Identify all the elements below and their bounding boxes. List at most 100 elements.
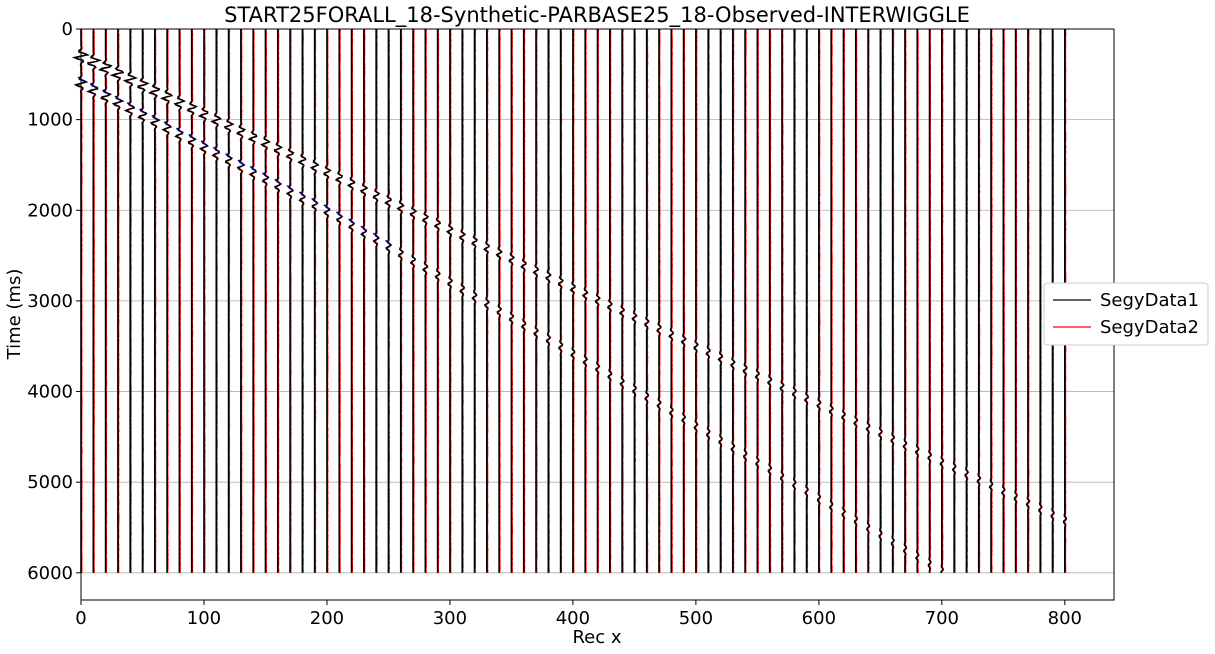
x-axis-title: Rec x	[572, 627, 621, 648]
trace-SegyData1-x440	[618, 29, 625, 573]
trace-SegyData1-x760	[1013, 29, 1018, 573]
trace-SegyData1-x50	[137, 29, 150, 573]
x-axis-ticks: 0 100 200 300 400 500 600 700 800	[75, 600, 1082, 629]
trace-SegyData2-x500	[694, 28, 699, 573]
trace-SegyData1-x260	[396, 29, 405, 573]
y-tick-label-5000: 5000	[27, 472, 73, 493]
trace-SegyData1-x560	[766, 29, 773, 573]
trace-SegyData1-x270	[409, 29, 418, 573]
trace-SegyData2-x40	[125, 28, 137, 573]
trace-SegyData1-x140	[247, 29, 258, 573]
trace-SegyData1-x410	[581, 29, 589, 573]
trace-SegyData1-x350	[508, 29, 515, 573]
trace-SegyData2-x20	[101, 28, 112, 573]
trace-SegyData2-x240	[374, 28, 380, 573]
blue-accent-x10	[89, 82, 97, 89]
x-tick-label-700: 700	[925, 608, 959, 629]
trace-SegyData2-x430	[608, 28, 613, 573]
x-tick-label-100: 100	[187, 608, 221, 629]
trace-SegyData2-x220	[349, 28, 356, 573]
trace-SegyData1-x230	[359, 29, 369, 573]
blue-accent-x60	[151, 114, 159, 121]
blue-accent-x180	[298, 191, 306, 198]
trace-SegyData1-x720	[964, 29, 969, 573]
y-tick-label-3000: 3000	[27, 291, 73, 312]
trace-SegyData1-x420	[594, 29, 601, 573]
series-SegyData1	[71, 29, 1068, 574]
trace-SegyData1-x400	[569, 29, 576, 573]
chart-title: START25FORALL_18-Synthetic-PARBASE25_18-…	[224, 3, 970, 28]
trace-SegyData2-x380	[547, 28, 552, 573]
trace-SegyData1-x210	[334, 29, 344, 573]
trace-SegyData2-x180	[299, 28, 306, 573]
trace-SegyData2-x370	[534, 28, 539, 573]
blue-accent-x50	[139, 108, 146, 115]
trace-SegyData2-x590	[805, 28, 810, 573]
trace-SegyData1-x470	[656, 29, 662, 573]
blue-accent-x240	[372, 232, 380, 239]
trace-SegyData1-x370	[532, 29, 540, 573]
trace-SegyData1-x490	[680, 29, 687, 573]
trace-SegyData1-x530	[730, 29, 736, 573]
blue-accent-x30	[114, 95, 122, 102]
trace-SegyData1-x120	[223, 29, 235, 573]
x-tick-label-300: 300	[433, 608, 467, 629]
y-tick-label-4000: 4000	[27, 382, 73, 403]
trace-SegyData1-x90	[186, 29, 198, 573]
trace-SegyData1-x380	[545, 29, 552, 573]
blue-accent-x200	[323, 204, 331, 210]
trace-SegyData1-x30	[109, 29, 125, 573]
trace-SegyData1-x510	[705, 29, 711, 573]
blue-accent-x90	[188, 133, 196, 140]
trace-SegyData2-x670	[904, 28, 908, 573]
blue-accent-x110	[212, 146, 220, 153]
y-tick-label-6000: 6000	[27, 563, 73, 584]
trace-SegyData1-x70	[159, 29, 174, 573]
trace-SegyData1-x20	[98, 29, 113, 573]
y-axis-title: Time (ms)	[4, 269, 25, 361]
trace-SegyData1-x80	[173, 29, 187, 573]
y-tick-label-0: 0	[62, 19, 73, 40]
blue-accent-x220	[348, 218, 355, 225]
trace-SegyData1-x660	[890, 29, 895, 573]
trace-SegyData1-x590	[803, 29, 809, 573]
trace-SegyData2-x610	[830, 28, 834, 573]
trace-SegyData1-x460	[644, 29, 650, 573]
trace-SegyData2-x290	[435, 28, 441, 573]
x-tick-label-800: 800	[1048, 608, 1082, 629]
trace-SegyData1-x160	[273, 29, 284, 573]
trace-SegyData2-x630	[855, 28, 859, 573]
x-tick-label-0: 0	[75, 608, 86, 629]
trace-SegyData1-x310	[459, 29, 467, 573]
trace-SegyData1-x150	[260, 29, 271, 573]
trace-SegyData2-x280	[423, 28, 429, 573]
trace-SegyData1-x130	[236, 29, 247, 573]
wiggle-traces	[71, 28, 1068, 574]
trace-SegyData1-x60	[147, 29, 161, 573]
blue-accent-x40	[126, 102, 134, 108]
legend-label-segydata1: SegyData1	[1100, 290, 1199, 311]
trace-SegyData1-x190	[310, 29, 320, 573]
trace-SegyData1-x750	[1000, 29, 1006, 573]
trace-SegyData1-x430	[606, 29, 613, 573]
x-tick-label-500: 500	[679, 608, 713, 629]
trace-SegyData1-x250	[384, 29, 393, 573]
trace-SegyData1-x390	[557, 29, 564, 573]
trace-SegyData1-x550	[754, 29, 760, 573]
trace-SegyData1-x10	[86, 29, 103, 573]
trace-SegyData2-x200	[325, 28, 331, 573]
trace-SegyData1-x300	[446, 29, 454, 573]
blue-accent-x250	[385, 239, 392, 246]
trace-SegyData1-x100	[197, 29, 209, 573]
blue-accent-x140	[249, 165, 257, 172]
trace-SegyData2-x620	[842, 28, 847, 573]
trace-SegyData1-x620	[841, 29, 846, 573]
blue-accent-x190	[311, 197, 319, 204]
blue-accent-x210	[335, 211, 343, 218]
trace-SegyData2-x530	[732, 28, 736, 573]
trace-SegyData2-x510	[707, 28, 711, 573]
trace-SegyData1-x450	[631, 29, 638, 573]
blue-accent-x100	[200, 140, 208, 147]
trace-SegyData2-x440	[620, 28, 626, 573]
